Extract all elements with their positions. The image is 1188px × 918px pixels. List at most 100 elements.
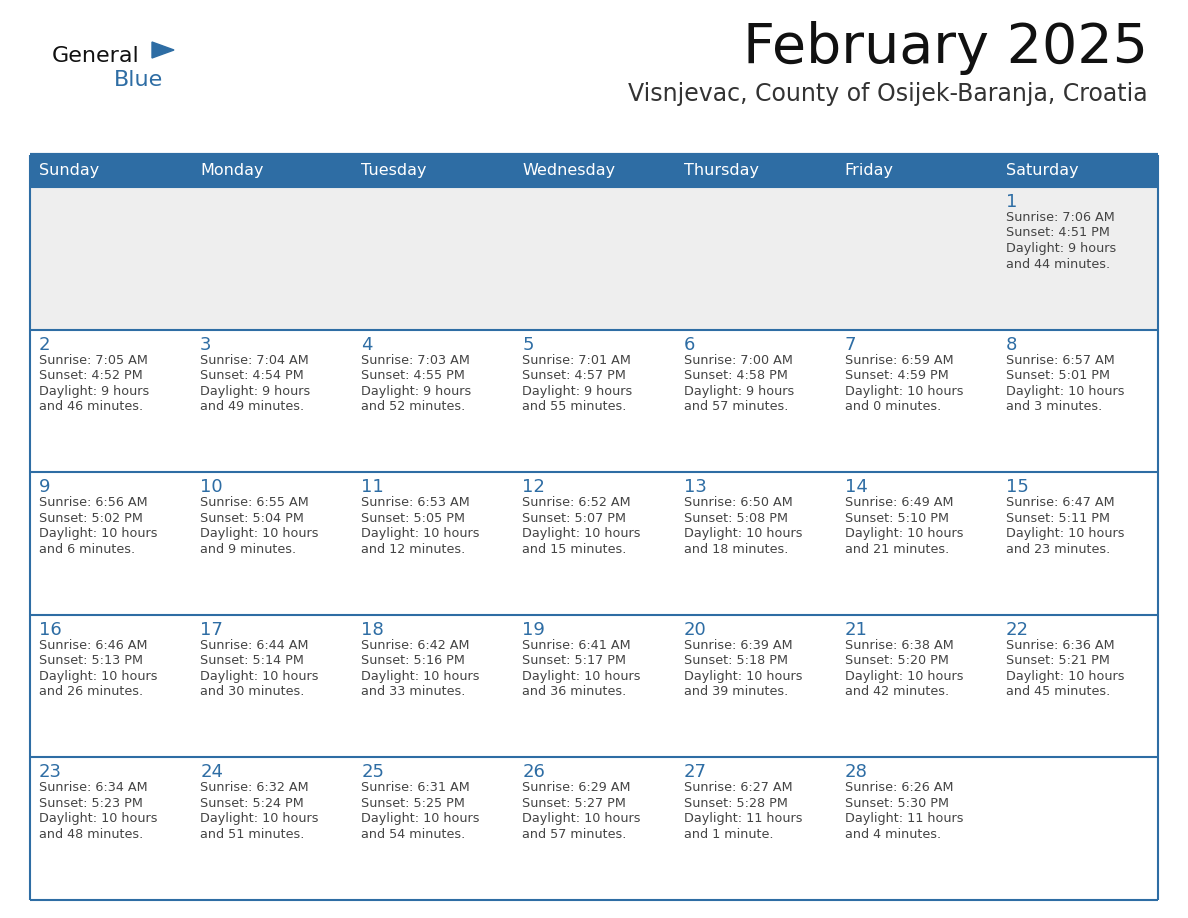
- Text: 1: 1: [1006, 193, 1017, 211]
- Bar: [675, 187, 835, 330]
- Bar: [513, 757, 675, 900]
- Text: 12: 12: [523, 478, 545, 497]
- Text: Sunrise: 6:42 AM: Sunrise: 6:42 AM: [361, 639, 469, 652]
- Text: Sunrise: 6:53 AM: Sunrise: 6:53 AM: [361, 497, 470, 509]
- Text: Daylight: 9 hours: Daylight: 9 hours: [683, 385, 794, 397]
- Text: 2: 2: [39, 336, 51, 353]
- Text: Sunrise: 6:44 AM: Sunrise: 6:44 AM: [200, 639, 309, 652]
- Text: and 1 minute.: and 1 minute.: [683, 828, 773, 841]
- Text: Sunset: 5:30 PM: Sunset: 5:30 PM: [845, 797, 949, 810]
- Text: 4: 4: [361, 336, 373, 353]
- Text: Blue: Blue: [114, 70, 163, 90]
- Text: Sunset: 5:21 PM: Sunset: 5:21 PM: [1006, 655, 1110, 667]
- Text: Sunset: 4:55 PM: Sunset: 4:55 PM: [361, 369, 466, 382]
- Text: Daylight: 9 hours: Daylight: 9 hours: [361, 385, 472, 397]
- Text: Sunset: 5:05 PM: Sunset: 5:05 PM: [361, 511, 466, 525]
- Bar: [997, 615, 1158, 757]
- Bar: [191, 330, 353, 472]
- Text: General: General: [52, 46, 140, 66]
- Bar: [513, 330, 675, 472]
- Text: Daylight: 10 hours: Daylight: 10 hours: [39, 527, 158, 540]
- Bar: [675, 330, 835, 472]
- Text: Sunset: 5:18 PM: Sunset: 5:18 PM: [683, 655, 788, 667]
- Text: Visnjevac, County of Osijek-Baranja, Croatia: Visnjevac, County of Osijek-Baranja, Cro…: [628, 82, 1148, 106]
- Text: Daylight: 11 hours: Daylight: 11 hours: [683, 812, 802, 825]
- Text: Wednesday: Wednesday: [523, 163, 615, 178]
- Text: Daylight: 10 hours: Daylight: 10 hours: [683, 527, 802, 540]
- Text: and 52 minutes.: and 52 minutes.: [361, 400, 466, 413]
- Text: Saturday: Saturday: [1006, 163, 1079, 178]
- Bar: [513, 472, 675, 615]
- Text: Sunrise: 6:39 AM: Sunrise: 6:39 AM: [683, 639, 792, 652]
- Text: and 4 minutes.: and 4 minutes.: [845, 828, 941, 841]
- Bar: [353, 187, 513, 330]
- Text: Sunrise: 6:59 AM: Sunrise: 6:59 AM: [845, 353, 953, 366]
- Text: and 45 minutes.: and 45 minutes.: [1006, 686, 1110, 699]
- Bar: [675, 472, 835, 615]
- Bar: [30, 472, 191, 615]
- Text: 10: 10: [200, 478, 223, 497]
- Text: Sunset: 5:01 PM: Sunset: 5:01 PM: [1006, 369, 1110, 382]
- Bar: [835, 155, 997, 187]
- Text: Sunset: 5:13 PM: Sunset: 5:13 PM: [39, 655, 143, 667]
- Text: Sunset: 5:28 PM: Sunset: 5:28 PM: [683, 797, 788, 810]
- Text: Sunset: 5:24 PM: Sunset: 5:24 PM: [200, 797, 304, 810]
- Text: Daylight: 10 hours: Daylight: 10 hours: [39, 812, 158, 825]
- Bar: [191, 187, 353, 330]
- Polygon shape: [152, 42, 173, 58]
- Text: and 55 minutes.: and 55 minutes.: [523, 400, 627, 413]
- Text: Sunrise: 6:34 AM: Sunrise: 6:34 AM: [39, 781, 147, 794]
- Text: Tuesday: Tuesday: [361, 163, 426, 178]
- Text: 22: 22: [1006, 621, 1029, 639]
- Text: Sunset: 5:14 PM: Sunset: 5:14 PM: [200, 655, 304, 667]
- Text: Daylight: 10 hours: Daylight: 10 hours: [200, 527, 318, 540]
- Bar: [30, 330, 191, 472]
- Text: Daylight: 10 hours: Daylight: 10 hours: [845, 670, 963, 683]
- Text: Daylight: 11 hours: Daylight: 11 hours: [845, 812, 963, 825]
- Text: Sunset: 5:10 PM: Sunset: 5:10 PM: [845, 511, 949, 525]
- Bar: [835, 187, 997, 330]
- Text: 28: 28: [845, 764, 867, 781]
- Text: Daylight: 10 hours: Daylight: 10 hours: [361, 670, 480, 683]
- Text: 27: 27: [683, 764, 707, 781]
- Text: Sunrise: 6:47 AM: Sunrise: 6:47 AM: [1006, 497, 1114, 509]
- Text: 13: 13: [683, 478, 707, 497]
- Text: Sunset: 5:17 PM: Sunset: 5:17 PM: [523, 655, 626, 667]
- Text: 16: 16: [39, 621, 62, 639]
- Text: Sunrise: 6:52 AM: Sunrise: 6:52 AM: [523, 497, 631, 509]
- Text: Sunset: 5:04 PM: Sunset: 5:04 PM: [200, 511, 304, 525]
- Bar: [513, 187, 675, 330]
- Text: Monday: Monday: [200, 163, 264, 178]
- Text: Daylight: 9 hours: Daylight: 9 hours: [39, 385, 150, 397]
- Text: Sunset: 4:57 PM: Sunset: 4:57 PM: [523, 369, 626, 382]
- Text: Sunset: 5:25 PM: Sunset: 5:25 PM: [361, 797, 466, 810]
- Text: Daylight: 10 hours: Daylight: 10 hours: [200, 670, 318, 683]
- Text: Sunrise: 6:26 AM: Sunrise: 6:26 AM: [845, 781, 953, 794]
- Text: 7: 7: [845, 336, 857, 353]
- Text: Daylight: 10 hours: Daylight: 10 hours: [523, 812, 642, 825]
- Text: Sunset: 5:20 PM: Sunset: 5:20 PM: [845, 655, 948, 667]
- Text: Sunset: 4:54 PM: Sunset: 4:54 PM: [200, 369, 304, 382]
- Bar: [835, 330, 997, 472]
- Text: and 44 minutes.: and 44 minutes.: [1006, 258, 1110, 271]
- Text: 17: 17: [200, 621, 223, 639]
- Bar: [353, 155, 513, 187]
- Text: Sunset: 4:59 PM: Sunset: 4:59 PM: [845, 369, 948, 382]
- Text: and 57 minutes.: and 57 minutes.: [523, 828, 627, 841]
- Text: Sunrise: 6:49 AM: Sunrise: 6:49 AM: [845, 497, 953, 509]
- Text: and 49 minutes.: and 49 minutes.: [200, 400, 304, 413]
- Text: and 39 minutes.: and 39 minutes.: [683, 686, 788, 699]
- Text: 24: 24: [200, 764, 223, 781]
- Text: and 54 minutes.: and 54 minutes.: [361, 828, 466, 841]
- Text: 14: 14: [845, 478, 867, 497]
- Bar: [353, 330, 513, 472]
- Text: and 9 minutes.: and 9 minutes.: [200, 543, 296, 555]
- Text: and 23 minutes.: and 23 minutes.: [1006, 543, 1110, 555]
- Text: 3: 3: [200, 336, 211, 353]
- Bar: [997, 757, 1158, 900]
- Bar: [191, 757, 353, 900]
- Bar: [835, 615, 997, 757]
- Text: Sunrise: 7:06 AM: Sunrise: 7:06 AM: [1006, 211, 1114, 224]
- Text: and 48 minutes.: and 48 minutes.: [39, 828, 144, 841]
- Text: 11: 11: [361, 478, 384, 497]
